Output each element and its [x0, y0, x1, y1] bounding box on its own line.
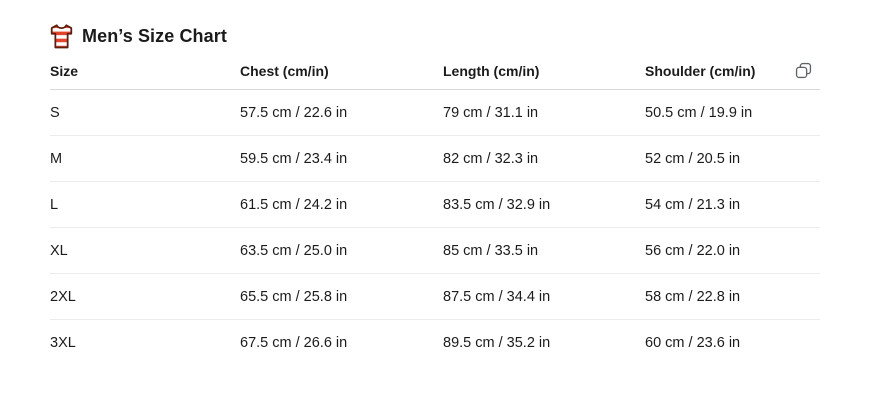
cell-shoulder: 50.5 cm / 19.9 in — [645, 104, 753, 121]
cell-size: 2XL — [50, 288, 76, 305]
table-header-row: Size Chest (cm/in) Length (cm/in) Should… — [50, 52, 820, 90]
size-chart-table: Size Chest (cm/in) Length (cm/in) Should… — [50, 52, 820, 365]
cell-size: S — [50, 104, 60, 121]
title-row: Men’s Size Chart — [50, 20, 876, 52]
cell-length: 85 cm / 33.5 in — [443, 242, 539, 259]
cell-size: XL — [50, 242, 68, 259]
cell-chest: 57.5 cm / 22.6 in — [240, 104, 348, 121]
column-header-length: Length (cm/in) — [443, 62, 540, 79]
cell-size: M — [50, 150, 63, 167]
page-title: Men’s Size Chart — [82, 25, 227, 46]
table-row: 3XL 67.5 cm / 26.6 in 89.5 cm / 35.2 in … — [50, 320, 820, 365]
cell-shoulder: 52 cm / 20.5 in — [645, 150, 741, 167]
cell-chest: 59.5 cm / 23.4 in — [240, 150, 348, 167]
cell-size: 3XL — [50, 334, 76, 351]
cell-length: 79 cm / 31.1 in — [443, 104, 539, 121]
cell-shoulder: 54 cm / 21.3 in — [645, 196, 741, 213]
column-header-shoulder: Shoulder (cm/in) — [645, 62, 756, 79]
cell-shoulder: 60 cm / 23.6 in — [645, 334, 741, 351]
cell-length: 82 cm / 32.3 in — [443, 150, 539, 167]
cell-chest: 63.5 cm / 25.0 in — [240, 242, 348, 259]
cell-shoulder: 56 cm / 22.0 in — [645, 242, 741, 259]
table-row: 2XL 65.5 cm / 25.8 in 87.5 cm / 34.4 in … — [50, 274, 820, 320]
cell-size: L — [50, 196, 59, 213]
table-row: M 59.5 cm / 23.4 in 82 cm / 32.3 in 52 c… — [50, 136, 820, 182]
column-header-chest: Chest (cm/in) — [240, 62, 329, 79]
cell-length: 83.5 cm / 32.9 in — [443, 196, 551, 213]
column-header-size: Size — [50, 62, 79, 79]
cell-chest: 67.5 cm / 26.6 in — [240, 334, 348, 351]
cell-chest: 65.5 cm / 25.8 in — [240, 288, 348, 305]
cell-length: 87.5 cm / 34.4 in — [443, 288, 551, 305]
cell-length: 89.5 cm / 35.2 in — [443, 334, 551, 351]
copy-table-button[interactable] — [792, 60, 814, 82]
table-row: XL 63.5 cm / 25.0 in 85 cm / 33.5 in 56 … — [50, 228, 820, 274]
cell-chest: 61.5 cm / 24.2 in — [240, 196, 348, 213]
tshirt-icon — [50, 23, 73, 49]
table-row: L 61.5 cm / 24.2 in 83.5 cm / 32.9 in 54… — [50, 182, 820, 228]
copy-icon — [794, 61, 813, 80]
table-row: S 57.5 cm / 22.6 in 79 cm / 31.1 in 50.5… — [50, 90, 820, 136]
cell-shoulder: 58 cm / 22.8 in — [645, 288, 741, 305]
